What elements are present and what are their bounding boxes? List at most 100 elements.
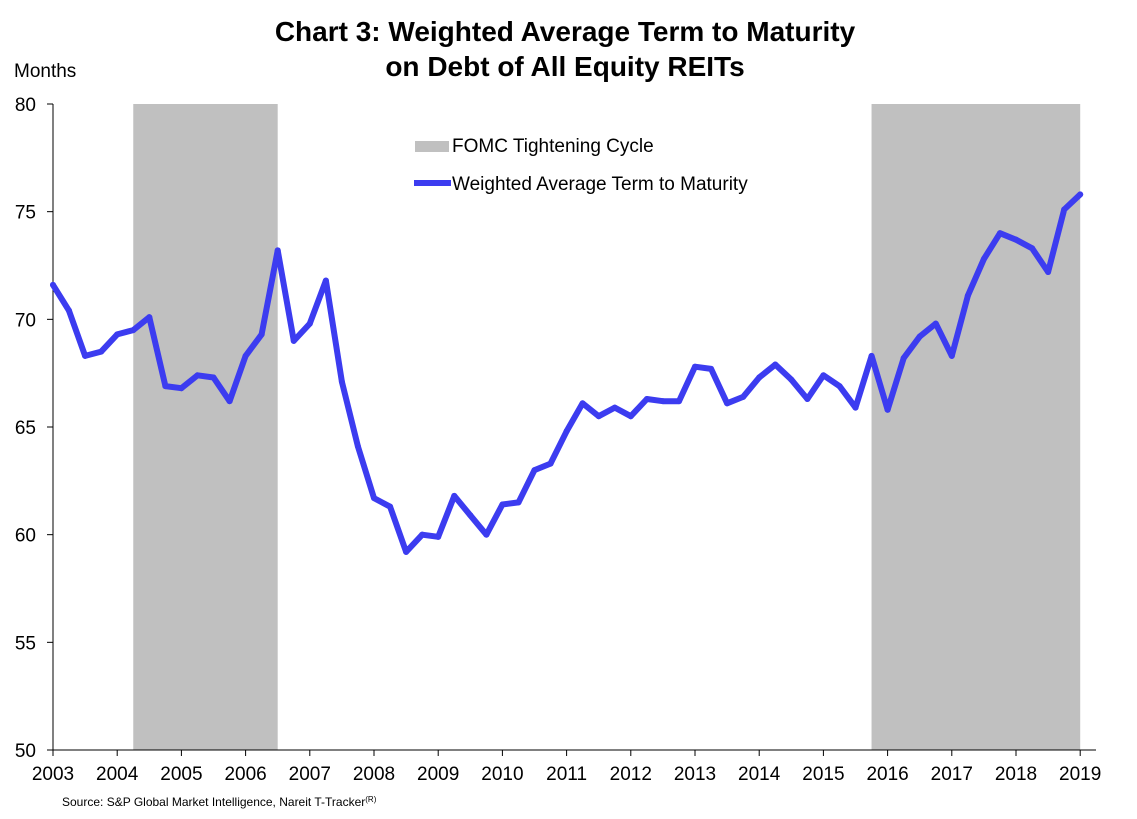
data-point [338,378,345,385]
data-point [563,428,570,435]
y-tick-label: 70 [15,310,36,331]
data-point [354,443,361,450]
data-point [932,320,939,327]
legend-swatch-fomc [415,141,449,152]
data-point [483,531,490,538]
data-point [724,400,731,407]
data-point [675,398,682,405]
x-tick-label: 2016 [866,764,908,785]
data-point [1013,236,1019,243]
x-tick-label: 2008 [353,764,395,785]
axes: 50 55 60 65 70 75 80 2003 2004 2005 2006 2007 2008 20… [15,95,1101,785]
y-tick-label: 60 [15,526,36,547]
source-superscript: (R) [365,795,376,804]
y-tick-label: 80 [15,95,36,116]
data-point [322,277,329,284]
x-tick-label: 2007 [289,764,331,785]
data-point [916,333,923,340]
data-point [515,499,522,506]
y-tick-label: 65 [15,418,36,439]
data-point [595,413,602,420]
legend-label-series: Weighted Average Term to Maturity [452,174,748,195]
x-tick-label: 2013 [674,764,716,785]
data-point [50,281,56,288]
data-point [788,376,795,383]
data-point [242,352,249,359]
x-tick-label: 2017 [931,764,973,785]
data-point [740,393,747,400]
data-point [499,501,506,508]
data-point [884,406,891,413]
data-point [692,363,698,370]
data-point [290,337,297,344]
data-point [804,396,811,403]
data-point [98,348,105,355]
x-tick-label: 2009 [417,764,459,785]
x-tick-label: 2005 [160,764,202,785]
data-point [996,230,1003,237]
data-point [948,352,955,359]
data-point [274,247,281,254]
data-point [756,374,763,381]
y-tick-label: 55 [15,633,36,654]
data-point [611,404,618,411]
data-point [82,352,89,359]
data-point [964,292,971,299]
shaded-period-2 [871,104,1081,750]
data-point [419,531,426,538]
x-tick-label: 2012 [610,764,652,785]
data-point [306,320,313,327]
data-point [178,385,185,392]
data-point [66,307,73,314]
y-tick-label: 50 [15,741,36,762]
data-point [820,372,827,379]
chart-title-line-2: on Debt of All Equity REITs [385,51,744,82]
data-point [371,495,377,502]
legend-label-fomc: FOMC Tightening Cycle [452,136,654,157]
data-point [258,331,265,338]
shaded-periods [133,104,1081,750]
y-axis-label: Months [14,61,76,82]
y-tick-label: 75 [15,203,36,224]
data-point [451,492,458,499]
data-point [643,396,650,403]
data-point [403,548,410,555]
x-tick-label: 2015 [802,764,844,785]
data-point [114,331,121,338]
data-point [836,383,843,390]
data-point [146,314,153,321]
data-point [659,398,666,405]
source-note: Source: S&P Global Market Intelligence, … [62,795,377,810]
data-point [467,512,474,519]
x-tick-label: 2004 [96,764,139,785]
data-point [1077,191,1084,198]
x-tick-label: 2019 [1059,764,1101,785]
data-point [708,365,715,372]
data-point [226,398,233,405]
data-point [210,374,217,381]
legend: FOMC Tightening Cycle Weighted Average T… [414,136,748,195]
x-tick-label: 2014 [738,764,781,785]
x-tick-label: 2011 [546,764,587,785]
data-point [162,383,169,390]
data-point [852,404,859,411]
data-point [772,361,779,368]
data-point [579,400,586,407]
source-text: Source: S&P Global Market Intelligence, … [62,795,365,809]
x-tick-label: 2010 [481,764,523,785]
x-tick-label: 2006 [224,764,266,785]
data-point [1029,245,1036,252]
data-point [435,533,442,540]
data-point [900,355,907,362]
data-point [1045,268,1052,275]
data-point [868,352,875,359]
x-tick-label: 2018 [995,764,1037,785]
x-tick-label: 2003 [32,764,74,785]
shaded-period-1 [133,104,278,750]
data-point [547,460,554,467]
series-layer [50,191,1084,555]
data-point [1061,206,1068,213]
data-point [387,503,394,510]
chart-title-line-1: Chart 3: Weighted Average Term to Maturi… [275,16,856,47]
